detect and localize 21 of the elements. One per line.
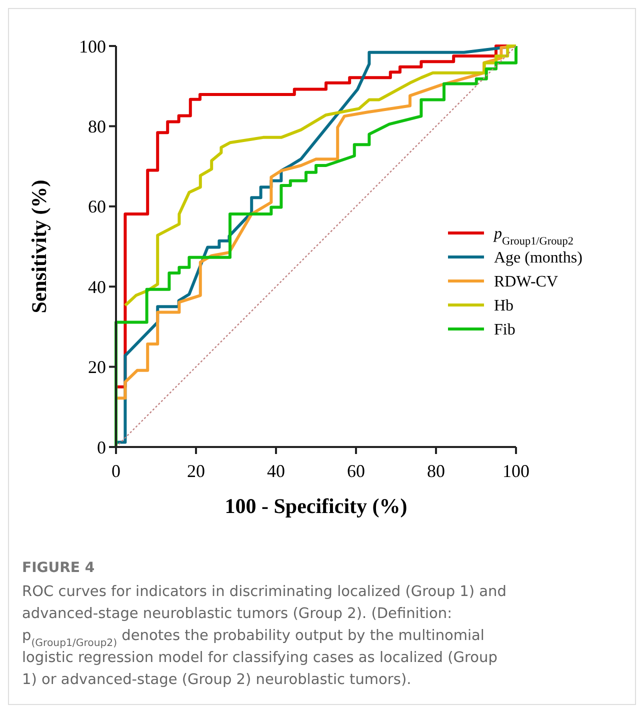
legend-label: Hb [494, 298, 514, 315]
legend-label: Age (months) [494, 250, 582, 267]
y-tick-label: 100 [79, 36, 106, 56]
x-tick-label: 100 [502, 461, 530, 481]
y-axis-title: Sensitivity (%) [27, 180, 51, 314]
x-tick-label: 0 [112, 461, 120, 481]
legend-label: RDW-CV [494, 274, 558, 291]
y-tick-label: 40 [88, 276, 106, 297]
x-tick-label: 20 [187, 461, 205, 481]
x-tick-label: 40 [267, 461, 285, 481]
y-tick-label: 80 [88, 116, 106, 136]
x-tick-label: 60 [347, 461, 365, 481]
caption: FIGURE 4 [22, 560, 95, 576]
y-tick-label: 0 [97, 437, 106, 458]
y-tick-label: 60 [88, 196, 106, 217]
legend-label: p$_{Group1/Group2}$ [493, 226, 574, 248]
text: ROC curves for indicators in discriminating localized (Group 1) and advanced-stage neuroblastic tumors (Group 2). (Definition: p$_{(Group1/Group2)}$ denotes the probability output by the multinomial logistic regression model for classifying cases as localized (Group 1) or advanced-stage (Group 2) neuroblastic tumors). [22, 584, 506, 688]
x-tick-label: 80 [427, 461, 445, 481]
legend-label: Fib [494, 322, 516, 339]
x-axis-title: 100 - Specificity (%) [224, 494, 408, 518]
y-tick-label: 20 [88, 357, 106, 378]
